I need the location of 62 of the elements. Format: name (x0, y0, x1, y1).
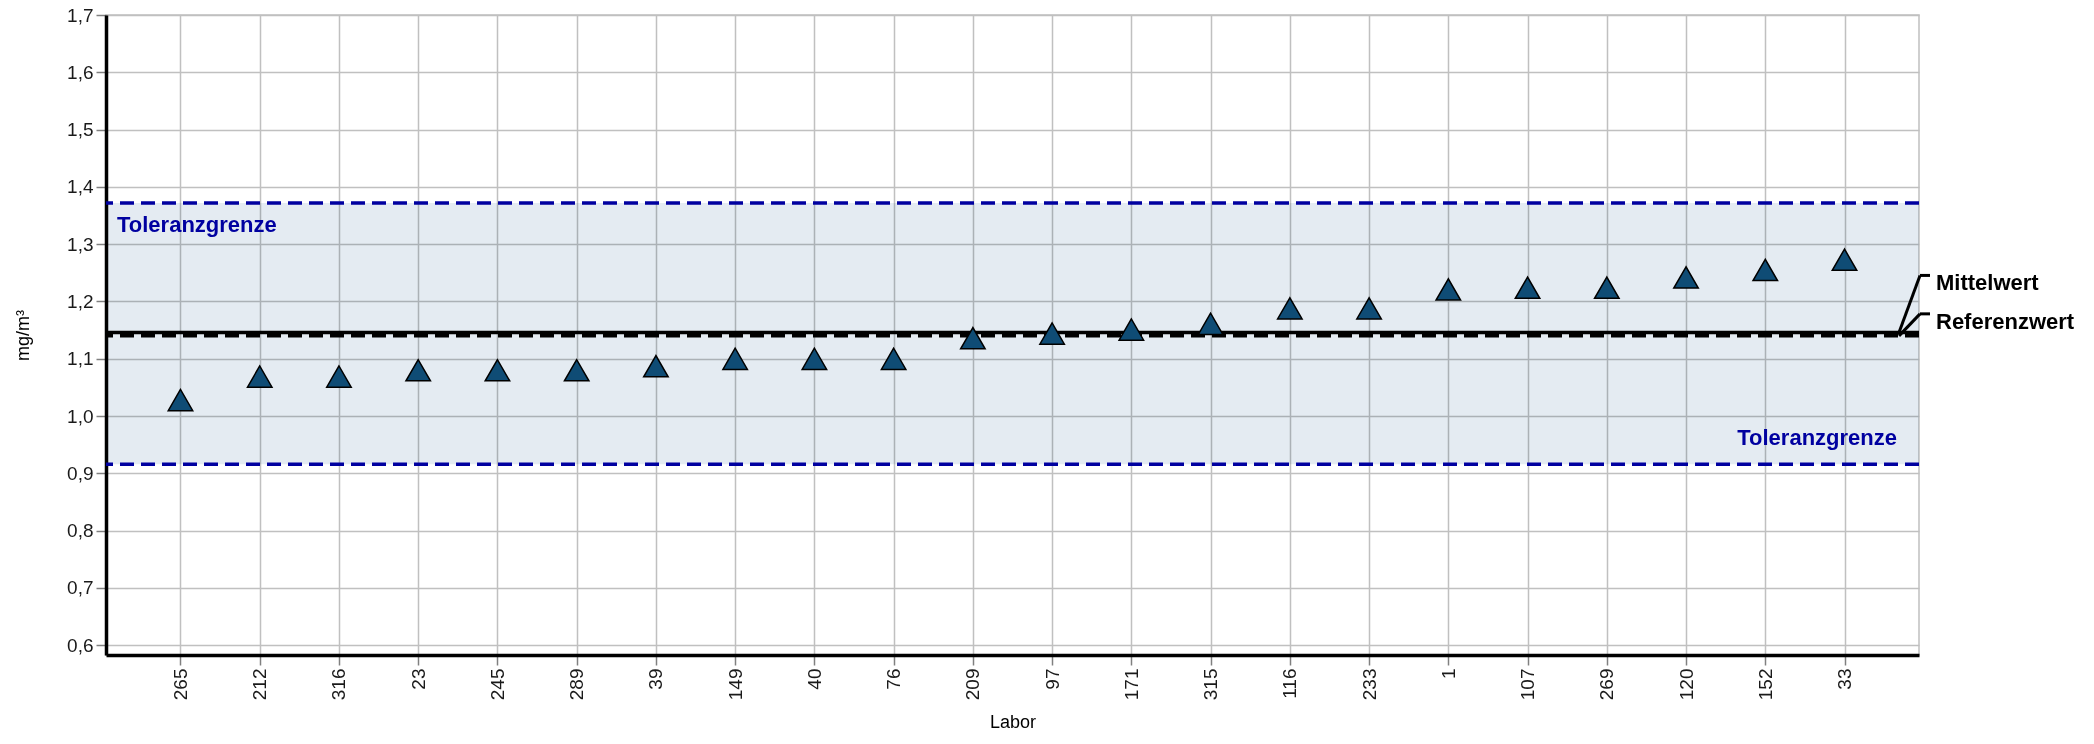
x-tick-label: 97 (1041, 668, 1063, 690)
x-tick-label: 315 (1200, 668, 1222, 701)
point (484, 358, 511, 382)
point (1673, 266, 1700, 289)
y-tick-label: 1,7 (67, 4, 94, 26)
x-tick-label: 40 (803, 668, 825, 690)
x-tick-label: 289 (566, 668, 588, 701)
x-tick-label: 76 (883, 668, 905, 690)
x-tick-label: 209 (962, 668, 984, 701)
point (801, 347, 828, 371)
point (1593, 276, 1620, 300)
point (1435, 278, 1462, 301)
y-tick-label: 1,1 (67, 348, 94, 370)
x-tick-label: 245 (486, 668, 508, 701)
x-axis-title: Labor (989, 712, 1037, 733)
point (1039, 322, 1066, 345)
x-tick-label: 149 (724, 668, 746, 701)
x-tick-label: 233 (1358, 668, 1380, 701)
y-tick-label: 0,9 (67, 462, 94, 484)
x-tick-label: 269 (1596, 668, 1618, 701)
x-tick-label: 1 (1437, 668, 1459, 680)
x-tick-label: 316 (328, 668, 350, 701)
x-tick-label: 120 (1675, 668, 1697, 701)
ref-line-label: Referenzwert (1936, 308, 2075, 334)
y-tick-label: 1,6 (67, 61, 94, 83)
x-tick-label: 39 (645, 668, 667, 690)
x-tick-label: 23 (407, 668, 429, 690)
x-tick-label: 212 (249, 668, 271, 701)
y-tick-label: 1,2 (67, 290, 94, 312)
point (722, 347, 749, 371)
x-tick-label: 116 (1279, 668, 1301, 699)
y-tick-label: 0,6 (67, 634, 94, 656)
point (167, 388, 194, 412)
x-tick-label: 33 (1834, 668, 1856, 690)
point (642, 354, 669, 378)
point (1514, 276, 1541, 300)
y-tick-label: 1,3 (67, 233, 94, 255)
point (1276, 297, 1303, 320)
y-tick-label: 0,8 (67, 520, 94, 542)
point (959, 326, 986, 350)
point (1118, 318, 1145, 341)
point (1752, 258, 1779, 282)
y-axis-title: mg/m³ (13, 310, 34, 361)
point (325, 365, 352, 388)
x-tick-label: 171 (1120, 668, 1142, 701)
point (1356, 297, 1383, 320)
point (1831, 248, 1858, 272)
point (246, 365, 273, 388)
point (1197, 312, 1224, 336)
y-tick-label: 1,5 (67, 119, 94, 141)
x-tick-label: 107 (1517, 668, 1539, 701)
y-tick-label: 0,7 (67, 577, 94, 599)
x-tick-label: 152 (1754, 668, 1776, 701)
y-tick-label: 1,0 (67, 405, 94, 427)
ref-line-label: Toleranzgrenze (1737, 425, 1897, 451)
legend-label: Mittelwert (1936, 270, 2040, 296)
y-tick-label: 1,4 (67, 176, 94, 198)
point (880, 347, 907, 371)
point (405, 358, 432, 382)
ref-line-label: Toleranzgrenze (117, 211, 277, 237)
x-tick-label: 265 (169, 668, 191, 701)
point (563, 358, 590, 382)
